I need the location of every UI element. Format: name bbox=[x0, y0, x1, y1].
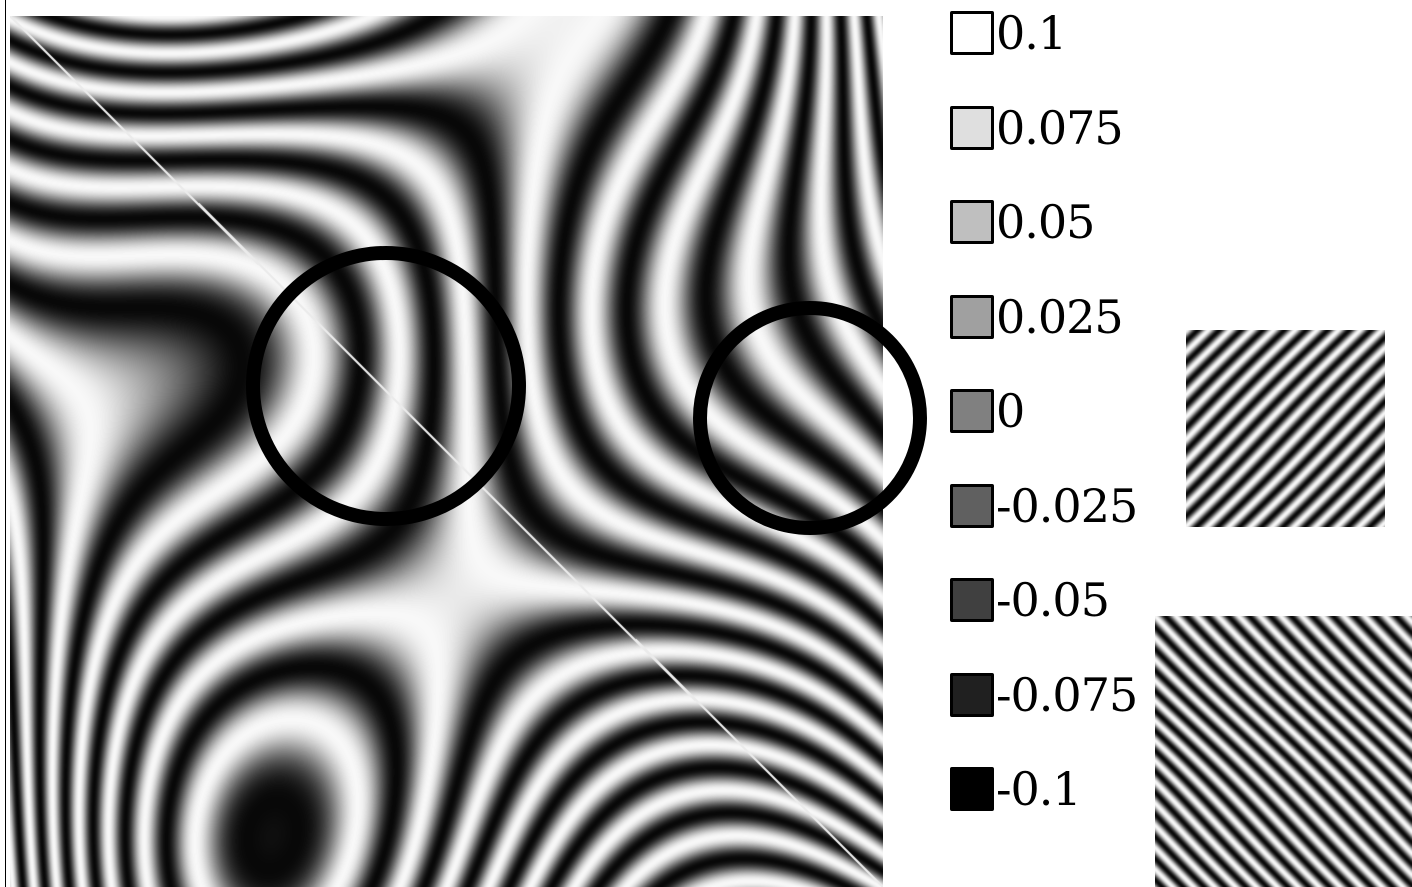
legend-swatch bbox=[950, 672, 994, 717]
legend-item: 0 bbox=[950, 384, 1025, 438]
legend-item: 0.1 bbox=[950, 6, 1067, 60]
legend-label: -0.075 bbox=[996, 667, 1138, 722]
interference-pattern-image bbox=[10, 16, 883, 887]
legend-label: 0.025 bbox=[996, 289, 1124, 344]
legend-swatch bbox=[950, 11, 994, 55]
left-border-line bbox=[5, 0, 6, 887]
legend-item: 0.05 bbox=[950, 195, 1095, 249]
legend-label: 0 bbox=[996, 384, 1025, 438]
legend-item: -0.025 bbox=[950, 478, 1138, 533]
legend-label: -0.1 bbox=[996, 762, 1082, 816]
legend-label: -0.025 bbox=[996, 478, 1138, 533]
legend-label: -0.05 bbox=[996, 573, 1110, 627]
legend-label: 0.05 bbox=[996, 195, 1095, 249]
legend-item: 0.075 bbox=[950, 100, 1124, 155]
legend-swatch bbox=[950, 105, 994, 150]
legend-swatch bbox=[950, 578, 994, 622]
zoom-inset-bottom bbox=[1155, 616, 1412, 887]
legend-item: 0.025 bbox=[950, 289, 1124, 344]
legend-swatch bbox=[950, 294, 994, 339]
zoom-inset-top bbox=[1186, 330, 1385, 527]
legend-swatch bbox=[950, 389, 994, 433]
legend-label: 0.075 bbox=[996, 100, 1124, 155]
legend-item: -0.05 bbox=[950, 573, 1110, 627]
legend-item: -0.075 bbox=[950, 667, 1138, 722]
legend-swatch bbox=[950, 200, 994, 244]
legend-swatch bbox=[950, 767, 994, 811]
legend-swatch bbox=[950, 483, 994, 528]
legend-item: -0.1 bbox=[950, 762, 1082, 816]
colorbar-legend: 0.1 0.075 0.05 0.025 0 -0.025 -0.05 -0.075 -0.1 bbox=[950, 8, 1150, 828]
legend-label: 0.1 bbox=[996, 6, 1067, 60]
